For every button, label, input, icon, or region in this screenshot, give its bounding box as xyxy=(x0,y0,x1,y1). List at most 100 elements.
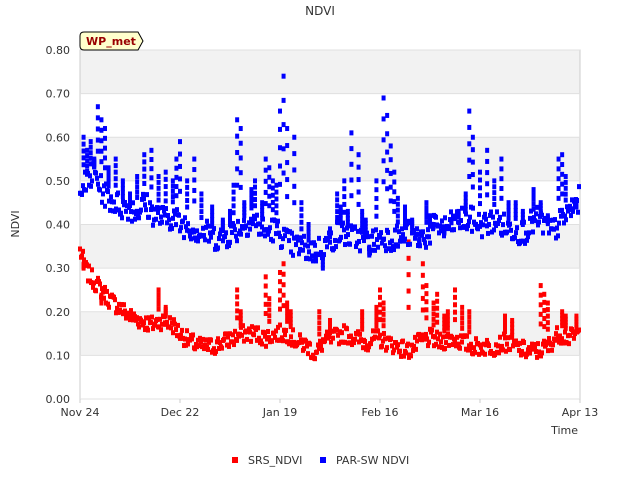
point-par-sw-ndvi-outlier xyxy=(381,179,386,185)
point-par-sw-ndvi xyxy=(426,227,430,233)
point-par-sw-ndvi-outlier xyxy=(81,141,86,147)
point-par-sw-ndvi-outlier xyxy=(85,163,90,169)
point-srs-ndvi xyxy=(202,346,206,352)
point-par-sw-ndvi-outlier xyxy=(128,199,132,205)
point-par-sw-ndvi-outlier xyxy=(192,177,197,183)
point-srs-ndvi xyxy=(483,351,487,357)
point-srs-ndvi xyxy=(505,341,509,347)
point-par-sw-ndvi-outlier xyxy=(356,201,361,207)
point-par-sw-ndvi-outlier xyxy=(267,184,272,190)
point-srs-ndvi xyxy=(401,338,405,344)
point-srs-ndvi-outlier xyxy=(420,307,425,313)
point-srs-ndvi xyxy=(201,336,205,342)
point-par-sw-ndvi xyxy=(117,207,121,213)
point-par-sw-ndvi-outlier xyxy=(231,196,236,202)
point-srs-ndvi xyxy=(212,346,216,352)
point-par-sw-ndvi xyxy=(414,231,418,237)
point-par-sw-ndvi-outlier xyxy=(156,191,161,197)
point-par-sw-ndvi xyxy=(223,234,227,240)
point-par-sw-ndvi-outlier xyxy=(463,199,468,205)
point-srs-ndvi xyxy=(260,341,264,347)
point-par-sw-ndvi xyxy=(358,248,362,254)
point-srs-ndvi xyxy=(404,350,408,356)
point-srs-ndvi xyxy=(89,280,93,286)
point-par-sw-ndvi-outlier xyxy=(199,209,204,215)
point-srs-ndvi xyxy=(216,336,220,342)
point-srs-ndvi xyxy=(311,352,315,358)
point-srs-ndvi-outlier xyxy=(81,261,86,267)
point-par-sw-ndvi-outlier xyxy=(428,218,432,224)
point-srs-ndvi-outlier xyxy=(435,319,440,325)
point-srs-ndvi xyxy=(555,325,559,331)
point-par-sw-ndvi xyxy=(131,200,135,206)
point-srs-ndvi xyxy=(274,328,278,334)
point-srs-ndvi xyxy=(456,341,460,347)
point-par-sw-ndvi-outlier xyxy=(467,174,472,180)
point-par-sw-ndvi xyxy=(334,244,338,250)
point-par-sw-ndvi xyxy=(383,243,387,249)
point-par-sw-ndvi xyxy=(404,225,408,231)
point-par-sw-ndvi-outlier xyxy=(263,189,268,195)
point-par-sw-ndvi-outlier xyxy=(360,208,365,214)
point-srs-ndvi-outlier xyxy=(278,306,282,312)
point-srs-ndvi xyxy=(560,336,564,342)
point-srs-ndvi-outlier xyxy=(281,261,286,267)
point-par-sw-ndvi-outlier xyxy=(381,116,386,122)
point-par-sw-ndvi xyxy=(548,217,552,223)
point-par-sw-ndvi-outlier xyxy=(249,191,254,197)
point-par-sw-ndvi-outlier xyxy=(306,222,311,227)
point-srs-ndvi-outlier xyxy=(381,317,386,323)
point-par-sw-ndvi-outlier xyxy=(242,206,247,212)
point-srs-ndvi-outlier xyxy=(317,309,322,315)
point-par-sw-ndvi-outlier xyxy=(349,130,354,136)
point-par-sw-ndvi xyxy=(109,194,113,200)
point-par-sw-ndvi-outlier xyxy=(210,208,215,214)
point-par-sw-ndvi xyxy=(497,218,501,224)
point-srs-ndvi-outlier xyxy=(281,271,286,277)
point-srs-ndvi xyxy=(230,339,234,345)
point-par-sw-ndvi xyxy=(260,224,264,230)
point-srs-ndvi xyxy=(266,328,270,334)
x-tick-label: Dec 22 xyxy=(161,406,200,419)
point-srs-ndvi xyxy=(568,332,572,338)
point-par-sw-ndvi-outlier xyxy=(238,170,243,176)
point-srs-ndvi-outlier xyxy=(381,306,386,312)
point-srs-ndvi xyxy=(380,343,384,349)
point-par-sw-ndvi xyxy=(297,251,301,257)
point-par-sw-ndvi-outlier xyxy=(363,230,368,236)
point-srs-ndvi-outlier xyxy=(563,322,568,328)
point-srs-ndvi-outlier xyxy=(424,291,429,297)
point-par-sw-ndvi xyxy=(528,215,532,221)
point-par-sw-ndvi-outlier xyxy=(360,217,365,223)
legend-swatch-parsw xyxy=(320,457,326,463)
point-par-sw-ndvi xyxy=(208,230,212,236)
point-par-sw-ndvi xyxy=(389,247,393,253)
point-par-sw-ndvi xyxy=(232,223,236,229)
point-par-sw-ndvi-outlier xyxy=(270,185,275,191)
point-srs-ndvi xyxy=(240,332,244,338)
point-par-sw-ndvi xyxy=(231,221,235,227)
point-par-sw-ndvi-outlier xyxy=(88,155,93,161)
point-srs-ndvi xyxy=(447,342,451,348)
point-srs-ndvi-outlier xyxy=(378,287,382,293)
point-srs-ndvi-outlier xyxy=(267,307,272,313)
point-srs-ndvi xyxy=(169,325,173,331)
point-par-sw-ndvi xyxy=(145,192,149,198)
point-srs-ndvi-outlier xyxy=(445,325,450,331)
point-par-sw-ndvi xyxy=(119,210,123,216)
point-srs-ndvi-outlier xyxy=(328,320,332,326)
point-srs-ndvi xyxy=(128,317,132,323)
point-par-sw-ndvi xyxy=(454,213,458,219)
point-par-sw-ndvi xyxy=(531,229,535,235)
point-par-sw-ndvi xyxy=(80,191,84,197)
point-par-sw-ndvi xyxy=(90,178,94,184)
point-par-sw-ndvi-outlier xyxy=(174,174,179,180)
point-par-sw-ndvi-outlier xyxy=(403,221,407,227)
point-par-sw-ndvi xyxy=(460,205,464,211)
point-par-sw-ndvi-outlier xyxy=(345,212,350,218)
point-par-sw-ndvi xyxy=(310,253,314,259)
point-par-sw-ndvi-outlier xyxy=(220,222,225,228)
point-par-sw-ndvi-outlier xyxy=(428,223,432,229)
point-par-sw-ndvi xyxy=(295,234,299,240)
point-par-sw-ndvi-outlier xyxy=(103,126,107,132)
